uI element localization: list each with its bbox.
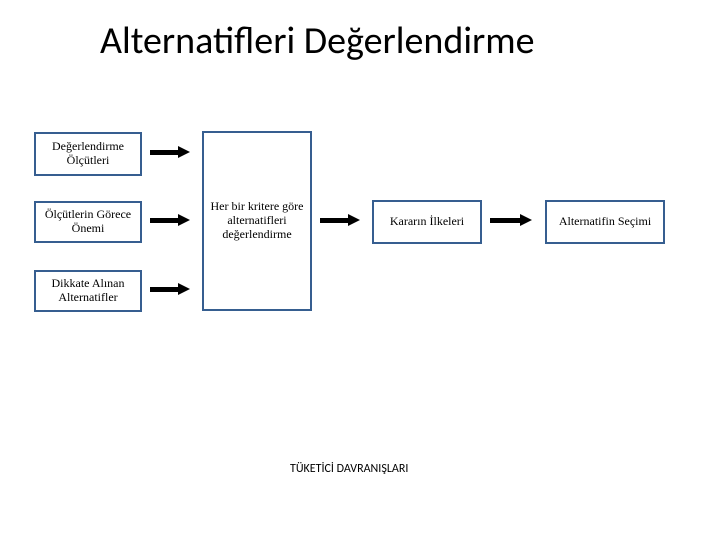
node-her-bir-kritere-gore: Her bir kritere göre alternatifleri değe…	[202, 131, 312, 311]
node-label: Kararın İlkeleri	[390, 215, 464, 229]
node-olcutlerin-gorece-onemi: Ölçütlerin Görece Önemi	[34, 201, 142, 243]
arrow-n1-n4	[150, 146, 190, 158]
node-label: Dikkate Alınan Alternatifler	[40, 277, 136, 305]
node-label: Alternatifin Seçimi	[559, 215, 651, 229]
node-kararin-ilkeleri: Kararın İlkeleri	[372, 200, 482, 244]
arrow-shaft	[490, 218, 520, 223]
node-degerlendirme-olcutleri: Değerlendirme Ölçütleri	[34, 132, 142, 176]
diagram-stage: Alternatifleri Değerlendirme Değerlendir…	[0, 0, 720, 540]
arrow-shaft	[150, 150, 178, 155]
node-label: Her bir kritere göre alternatifleri değe…	[208, 200, 306, 241]
arrow-head-icon	[348, 214, 360, 226]
arrow-head-icon	[178, 283, 190, 295]
page-title: Alternatifleri Değerlendirme	[100, 18, 535, 64]
arrow-n2-n4	[150, 214, 190, 226]
node-label: Ölçütlerin Görece Önemi	[40, 208, 136, 236]
arrow-shaft	[150, 218, 178, 223]
arrow-head-icon	[178, 214, 190, 226]
arrow-shaft	[150, 287, 178, 292]
node-alternatifin-secimi: Alternatifin Seçimi	[545, 200, 665, 244]
arrow-head-icon	[520, 214, 532, 226]
arrow-head-icon	[178, 146, 190, 158]
arrow-shaft	[320, 218, 348, 223]
arrow-n5-n6	[490, 214, 532, 226]
node-label: Değerlendirme Ölçütleri	[40, 140, 136, 168]
node-dikkate-alinan-alternatifler: Dikkate Alınan Alternatifler	[34, 270, 142, 312]
footer-text: TÜKETİCİ DAVRANIŞLARI	[290, 462, 408, 476]
arrow-n3-n4	[150, 283, 190, 295]
arrow-n4-n5	[320, 214, 360, 226]
